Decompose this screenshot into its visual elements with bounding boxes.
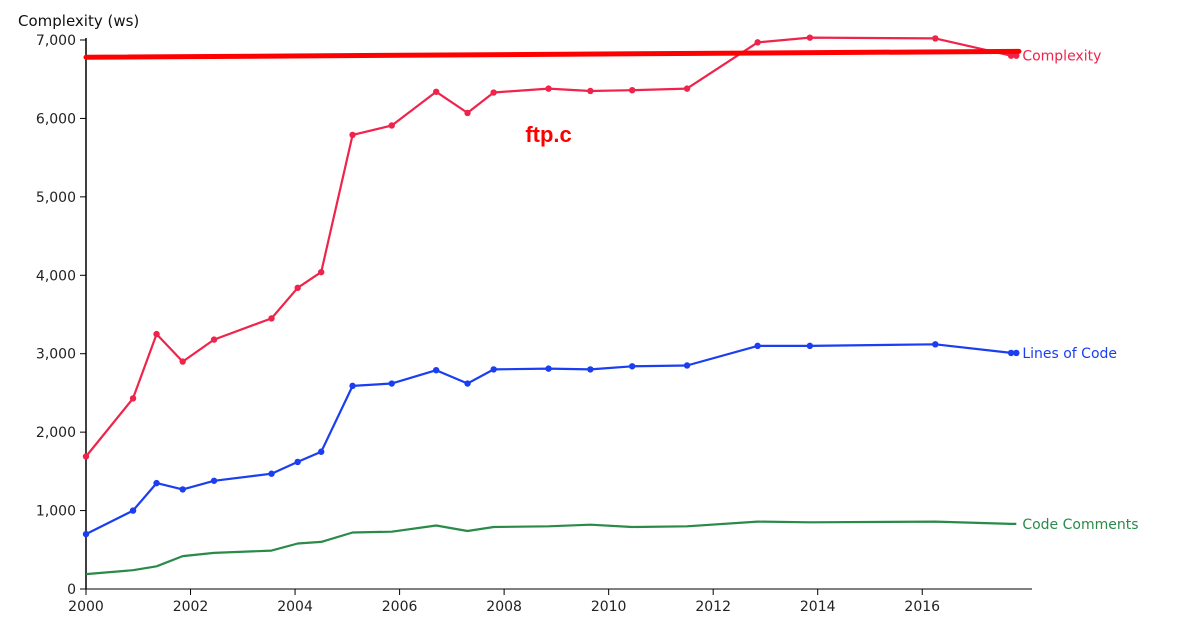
complexity-point — [129, 395, 137, 402]
lines-of-code-label: Lines of Code — [1022, 346, 1117, 362]
lines-of-code-point — [683, 362, 691, 369]
lines-of-code-line — [85, 343, 1017, 536]
complexity-point — [628, 86, 636, 94]
complexity-point — [490, 89, 497, 96]
complexity-point — [388, 122, 395, 129]
complexity-point — [268, 315, 275, 322]
x-tick-label: 2006 — [382, 599, 418, 615]
lines-of-code-point — [1013, 349, 1020, 357]
x-tick-label: 2014 — [800, 599, 836, 615]
x-tick-label: 2008 — [486, 599, 522, 615]
x-tick-label: 2010 — [591, 599, 627, 615]
lines-of-code-point — [432, 366, 440, 374]
lines-of-code-point — [349, 382, 356, 390]
complexity-line — [85, 36, 1017, 458]
y-tick-label: 5,000 — [36, 190, 76, 206]
y-tick-label: 0 — [67, 582, 76, 598]
complexity-point — [82, 453, 90, 460]
complexity-label: Complexity — [1022, 49, 1101, 65]
code-comments-label: Code Comments — [1022, 517, 1138, 533]
annotation-group: ftp.c — [83, 48, 1022, 147]
complexity-point — [464, 109, 471, 117]
x-tick-label: 2016 — [904, 599, 940, 615]
x-axis: 2000 2002 2004 2006 2008 2010 2012 2014 2016 — [68, 588, 1032, 615]
lines-of-code-point — [587, 366, 594, 373]
lines-of-code-point — [388, 380, 395, 387]
lines-of-code-point — [294, 458, 301, 466]
complexity-point — [754, 39, 761, 46]
complexity-point — [294, 284, 301, 292]
lines-of-code-point — [545, 365, 552, 372]
y-tick-label: 2,000 — [36, 425, 76, 441]
series-group: Complexity Lines of Code Code Comments — [82, 34, 1139, 576]
lines-of-code-point — [129, 507, 137, 514]
y-tick-label: 6,000 — [36, 111, 76, 127]
y-axis-label: Complexity (ws) — [18, 12, 139, 30]
complexity-point — [932, 35, 939, 42]
annotation-label: ftp.c — [525, 122, 571, 147]
complexity-point — [587, 87, 594, 95]
x-tick-label: 2012 — [695, 599, 731, 615]
y-tick-label: 7,000 — [36, 33, 76, 49]
lines-of-code-point — [153, 479, 160, 487]
lines-of-code-point — [628, 363, 636, 370]
complexity-point — [179, 358, 186, 365]
complexity-point — [545, 85, 552, 92]
lines-of-code-point — [932, 341, 939, 348]
annotation-red-line — [83, 48, 1022, 60]
lines-of-code-point — [1007, 349, 1015, 357]
complexity-point — [1013, 52, 1020, 59]
lines-of-code-point — [317, 448, 325, 455]
complexity-point — [153, 330, 160, 338]
lines-of-code-point — [464, 380, 471, 387]
complexity-point — [683, 85, 691, 92]
y-axis: 0 1,000 2,000 3,000 4,000 5,000 6,000 7,000 — [36, 33, 87, 598]
complexity-point — [317, 268, 325, 276]
complexity-point — [1007, 52, 1015, 59]
lines-of-code-point — [268, 470, 275, 477]
lines-of-code-point — [210, 477, 218, 484]
x-tick-label: 2002 — [173, 599, 209, 615]
y-tick-label: 1,000 — [36, 504, 76, 520]
complexity-point — [210, 336, 218, 343]
x-tick-label: 2000 — [68, 599, 104, 615]
lines-of-code-point — [806, 342, 814, 350]
complexity-point — [432, 88, 440, 95]
code-comments-line — [85, 520, 1017, 576]
y-tick-label: 4,000 — [36, 268, 76, 284]
x-tick-label: 2004 — [277, 599, 313, 615]
lines-of-code-point — [179, 486, 186, 493]
complexity-point — [349, 131, 356, 139]
lines-of-code-point — [490, 366, 497, 373]
complexity-point — [806, 34, 814, 41]
y-tick-label: 3,000 — [36, 347, 76, 363]
lines-of-code-point — [754, 342, 761, 350]
lines-of-code-point — [82, 530, 90, 538]
